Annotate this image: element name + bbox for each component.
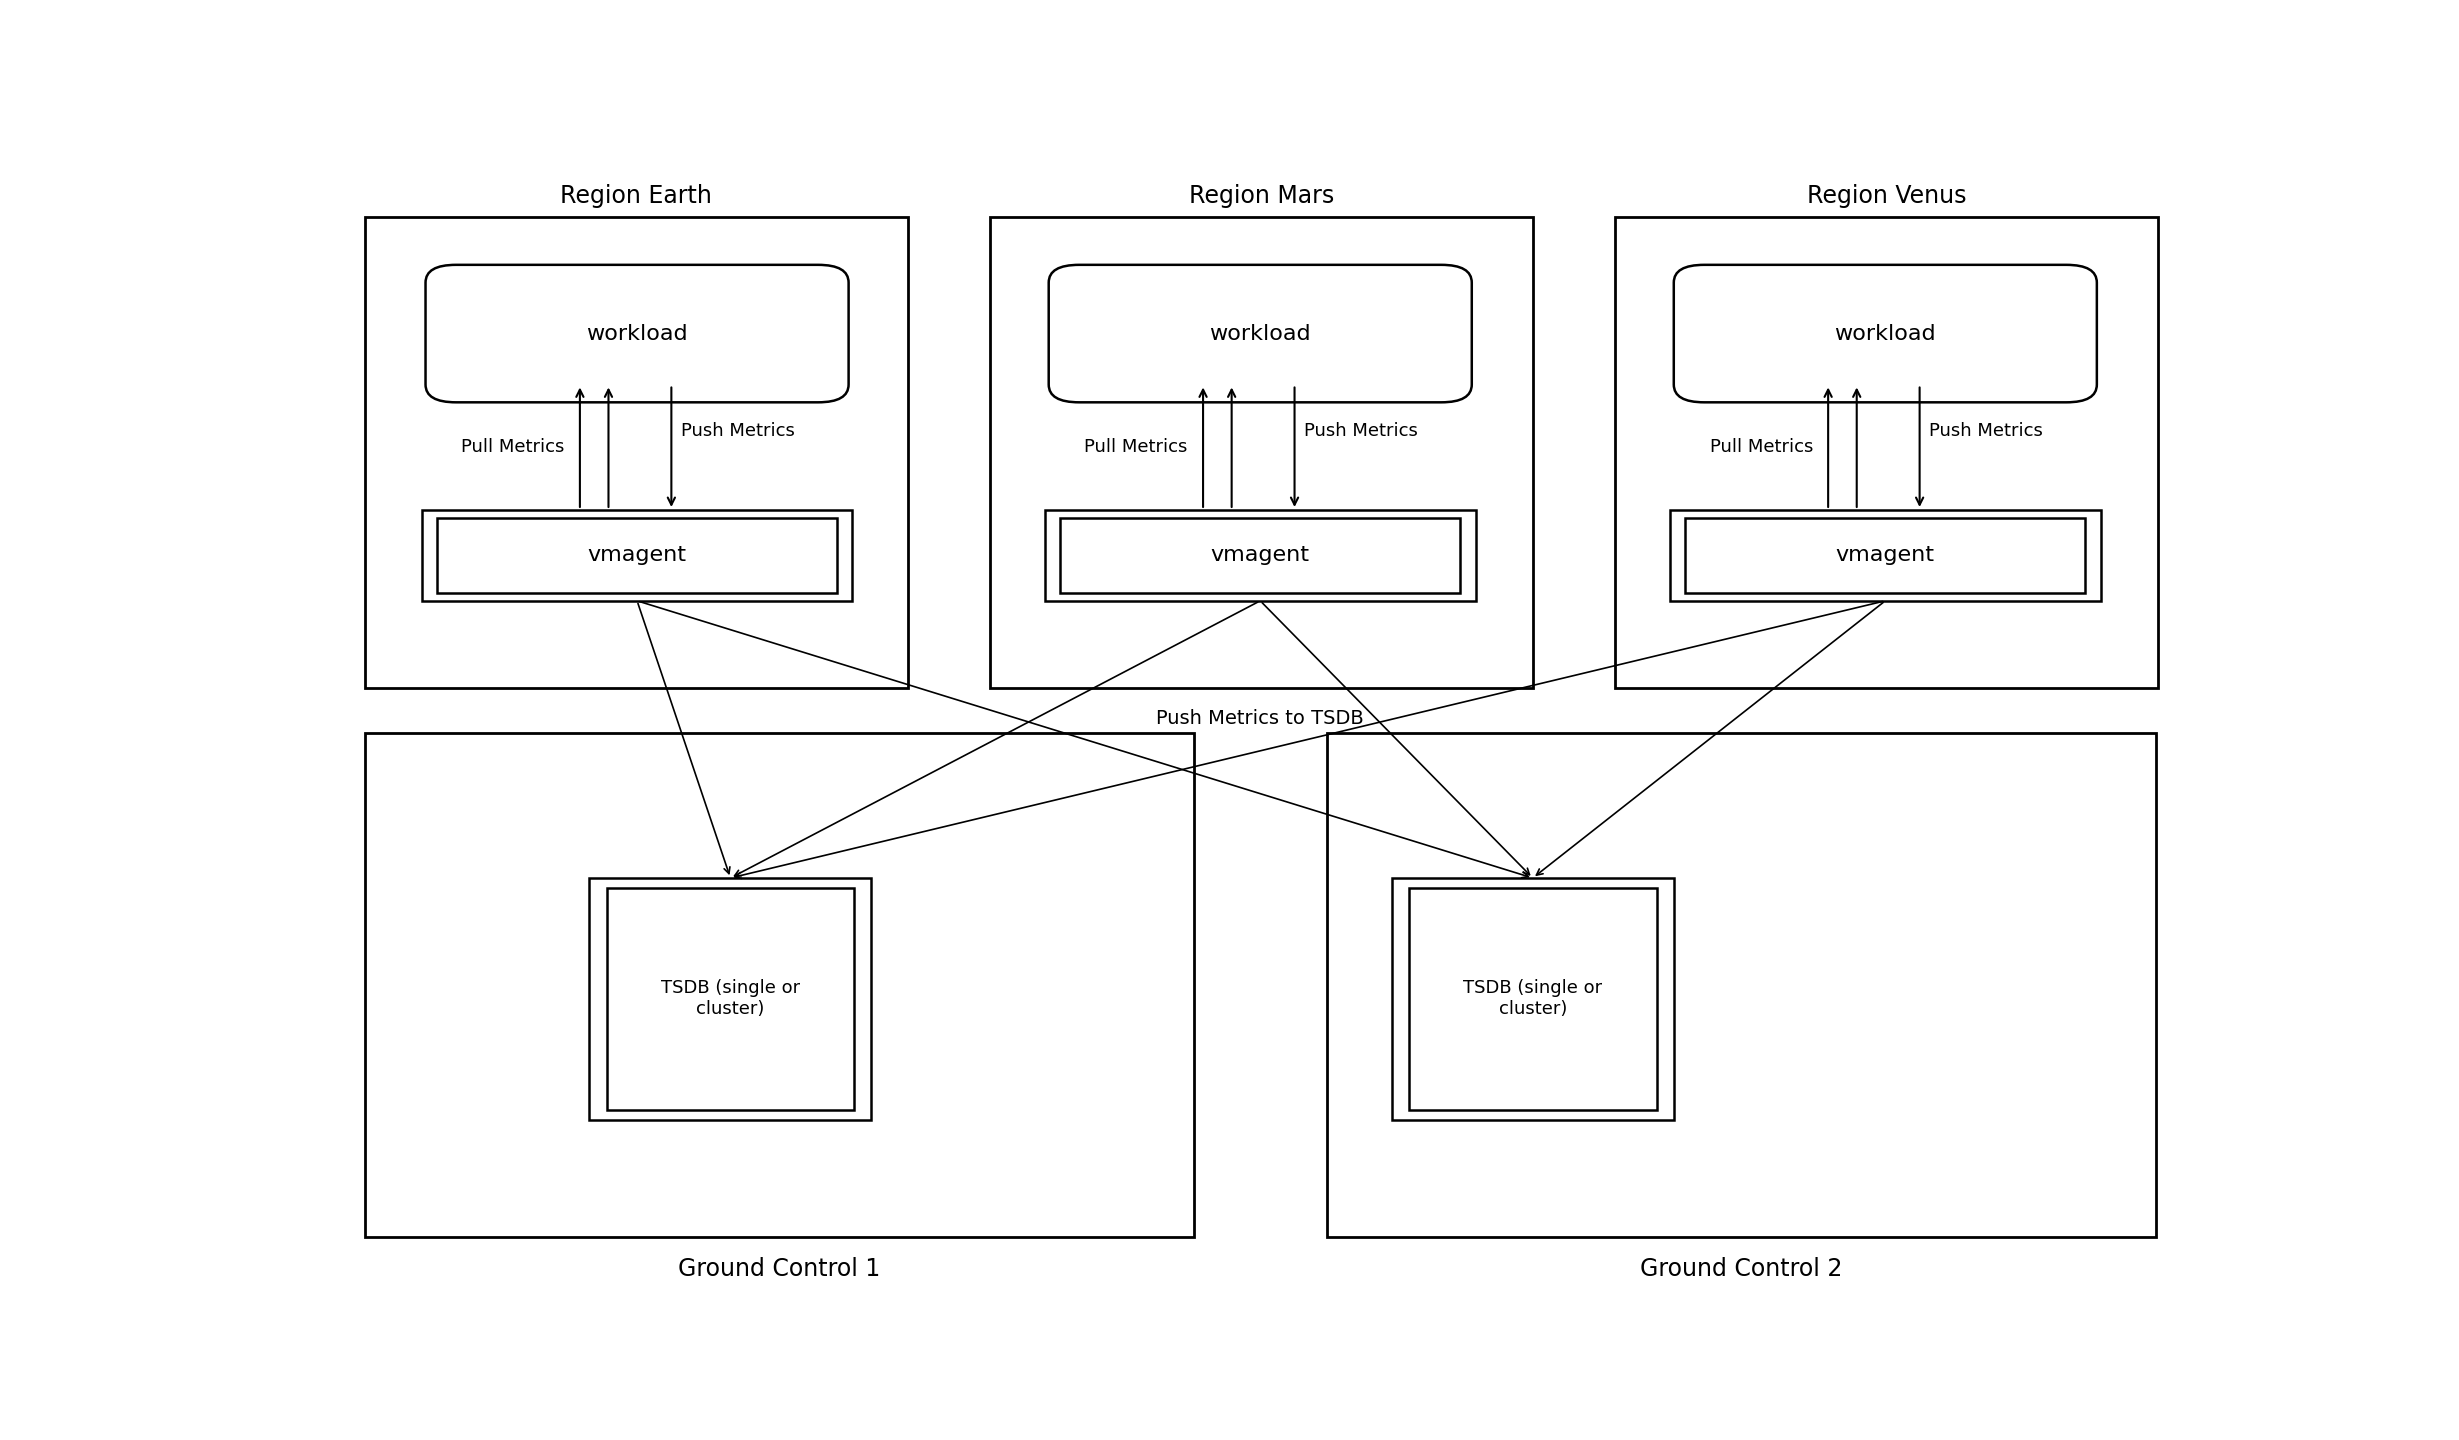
Text: TSDB (single or
cluster): TSDB (single or cluster) — [661, 979, 799, 1018]
Bar — [423, 510, 853, 600]
Bar — [1328, 733, 2157, 1237]
Text: Pull Metrics: Pull Metrics — [1084, 438, 1188, 456]
Text: vmagent: vmagent — [588, 546, 686, 566]
FancyBboxPatch shape — [425, 265, 848, 402]
Text: Region Mars: Region Mars — [1188, 184, 1333, 209]
Bar — [989, 217, 1532, 688]
Text: vmagent: vmagent — [1837, 546, 1935, 566]
Text: Region Venus: Region Venus — [1807, 184, 1967, 209]
Bar — [1684, 517, 2085, 593]
Text: Pull Metrics: Pull Metrics — [1709, 438, 1812, 456]
Text: vmagent: vmagent — [1210, 546, 1311, 566]
Text: Push Metrics: Push Metrics — [1303, 422, 1419, 439]
Bar — [590, 878, 870, 1120]
Text: Push Metrics: Push Metrics — [681, 422, 794, 439]
FancyBboxPatch shape — [1675, 265, 2098, 402]
Text: Region Earth: Region Earth — [561, 184, 713, 209]
Bar — [364, 217, 907, 688]
Text: Push Metrics: Push Metrics — [1930, 422, 2043, 439]
Bar — [1670, 510, 2100, 600]
Bar — [607, 888, 853, 1110]
FancyBboxPatch shape — [1048, 265, 1473, 402]
Bar — [1616, 217, 2159, 688]
Text: workload: workload — [585, 324, 689, 344]
Text: Pull Metrics: Pull Metrics — [462, 438, 566, 456]
Text: Ground Control 1: Ground Control 1 — [679, 1257, 880, 1282]
Text: Ground Control 2: Ground Control 2 — [1640, 1257, 1842, 1282]
Bar — [1045, 510, 1475, 600]
Text: Push Metrics to TSDB: Push Metrics to TSDB — [1156, 708, 1365, 727]
Bar — [1409, 888, 1657, 1110]
Bar — [438, 517, 836, 593]
Text: TSDB (single or
cluster): TSDB (single or cluster) — [1463, 979, 1603, 1018]
Text: workload: workload — [1834, 324, 1935, 344]
Bar — [1392, 878, 1675, 1120]
Text: workload: workload — [1210, 324, 1311, 344]
Bar — [1060, 517, 1461, 593]
Bar — [364, 733, 1193, 1237]
